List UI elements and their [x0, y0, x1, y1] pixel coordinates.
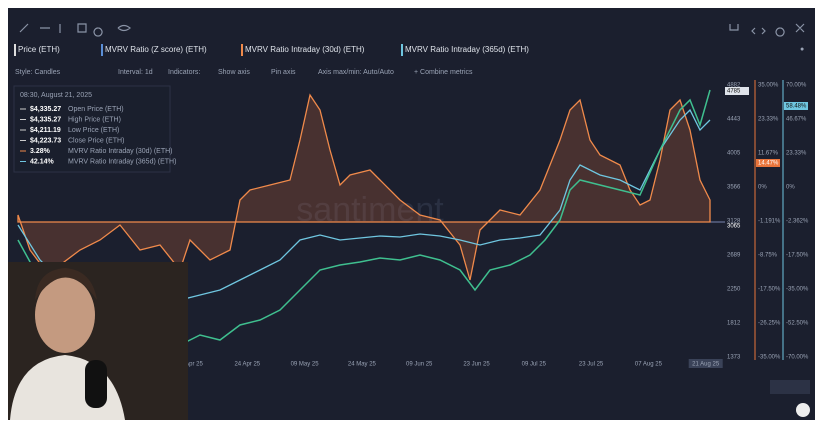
tab-marker: [14, 44, 16, 56]
navigator: [770, 380, 810, 394]
axis-tick: -8.75%: [758, 253, 778, 259]
date-highlight: [688, 359, 723, 368]
axis-tick: 4005: [727, 151, 741, 157]
setting[interactable]: Indicators:: [168, 69, 200, 76]
date-label: 21 Aug 25: [692, 362, 720, 368]
axis-tick: 23.33%: [758, 117, 779, 123]
axis-tick: 2689: [727, 253, 741, 259]
axis-tick: -17.50%: [758, 287, 781, 293]
axis-current-bg: [784, 102, 808, 110]
legend-box: [13, 85, 171, 173]
axis-tick: -1.191%: [758, 219, 781, 225]
axis-baseline: 3065: [727, 224, 741, 230]
tab-marker: [401, 44, 403, 56]
axis-tick: 1373: [727, 355, 741, 361]
axis-tick: -70.00%: [786, 355, 809, 361]
setting[interactable]: + Combine metrics: [414, 69, 473, 76]
legend-value: $4,335.27: [30, 106, 61, 113]
axis-tick: 3128: [727, 219, 741, 225]
date-label: 24 May 25: [348, 362, 377, 368]
axis-tick: 23.33%: [786, 151, 807, 157]
setting[interactable]: Axis max/min: Auto/Auto: [318, 69, 394, 76]
legend-date: 08:30, August 21, 2025: [20, 92, 92, 99]
tab-marker: [241, 44, 243, 56]
date-label: 07 Aug 25: [635, 362, 663, 368]
axis-tick: -17.50%: [786, 253, 809, 259]
date-label: 23 Jun 25: [463, 362, 490, 368]
mvrv-30d-line: [17, 93, 711, 281]
legend-label: MVRV Ratio Intraday (30d) (ETH): [68, 148, 173, 155]
legend-value: $4,335.27: [30, 116, 61, 123]
date-label: 09 Jul 25: [522, 362, 547, 368]
tab[interactable]: MVRV Ratio (Z score) (ETH): [105, 45, 207, 54]
axis-tick: -26.25%: [758, 321, 781, 327]
microphone: [85, 360, 107, 408]
legend-value: 3.28%: [30, 148, 51, 155]
setting[interactable]: Interval: 1d: [118, 69, 153, 76]
x-axis: 09 Apr 25 24 Apr 25 09 May 25 24 May 25 09 J…: [177, 359, 723, 368]
legend: 08:30, August 21, 2025 $4,335.27 Open Pri…: [13, 85, 176, 173]
tab[interactable]: MVRV Ratio Intraday (365d) (ETH): [405, 45, 529, 54]
tab[interactable]: MVRV Ratio Intraday (30d) (ETH): [245, 45, 365, 54]
axis-tick: 35.00%: [758, 83, 779, 89]
date-label: 09 Jun 25: [406, 362, 433, 368]
logo: [796, 403, 810, 417]
date-label: 23 Jul 25: [579, 362, 604, 368]
axis-tick: 4443: [727, 117, 741, 123]
legend-label: Close Price (ETH): [68, 137, 124, 144]
legend-label: Low Price (ETH): [68, 127, 119, 134]
axis-tick: -52.50%: [786, 321, 809, 327]
hair: [35, 268, 97, 300]
axis-tick: 0%: [758, 185, 767, 191]
legend-value: $4,223.73: [30, 137, 61, 144]
webcam: [8, 262, 188, 420]
axis-tick: -35.00%: [786, 287, 809, 293]
legend-label: Open Price (ETH): [68, 106, 124, 113]
toolbar-icons: [19, 23, 805, 37]
axis-current: 4785: [727, 89, 741, 95]
axis-current-bg: [725, 87, 749, 95]
legend-value: $4,211.19: [30, 127, 61, 134]
date-label: 09 Apr 25: [177, 362, 203, 368]
axis-current: 14.47%: [758, 161, 779, 167]
legend-value: 42.14%: [30, 158, 55, 165]
axis-tick: -35.00%: [758, 355, 781, 361]
axis-tick: 0%: [786, 185, 795, 191]
legend-label: High Price (ETH): [68, 116, 121, 123]
setting[interactable]: Pin axis: [271, 69, 296, 76]
axis-tick: 3566: [727, 185, 741, 191]
tab-marker: [101, 44, 103, 56]
status-dot: ●: [800, 46, 804, 53]
setting[interactable]: Show axis: [218, 69, 250, 76]
watermark: santiment: [296, 191, 444, 229]
axis-tick: 70.00%: [786, 83, 807, 89]
face: [35, 277, 95, 353]
axis-tick: -2.362%: [786, 219, 809, 225]
axis-tick: 11.67%: [758, 151, 779, 157]
setting[interactable]: Style: Candles: [15, 69, 61, 76]
settings-row: Style: Candles Interval: 1d Indicators: Sho…: [15, 69, 473, 76]
date-label: 09 May 25: [291, 362, 320, 368]
tab[interactable]: Price (ETH): [18, 45, 60, 54]
axes: 4882 4443 4005 3566 3128 2689 2250 1812 1373 4785…: [725, 80, 809, 361]
axis-current: 58.48%: [786, 104, 807, 110]
axis-tick: 1812: [727, 321, 741, 327]
tabs: Price (ETH) MVRV Ratio (Z score) (ETH) MVR…: [14, 44, 529, 56]
axis-tick: 4882: [727, 83, 741, 89]
axis-current-bg: [756, 159, 780, 167]
legend-label: MVRV Ratio Intraday (365d) (ETH): [68, 158, 176, 165]
axis-tick: 46.67%: [786, 117, 807, 123]
date-label: 24 Apr 25: [234, 362, 260, 368]
axis-tick: 2250: [727, 287, 741, 293]
